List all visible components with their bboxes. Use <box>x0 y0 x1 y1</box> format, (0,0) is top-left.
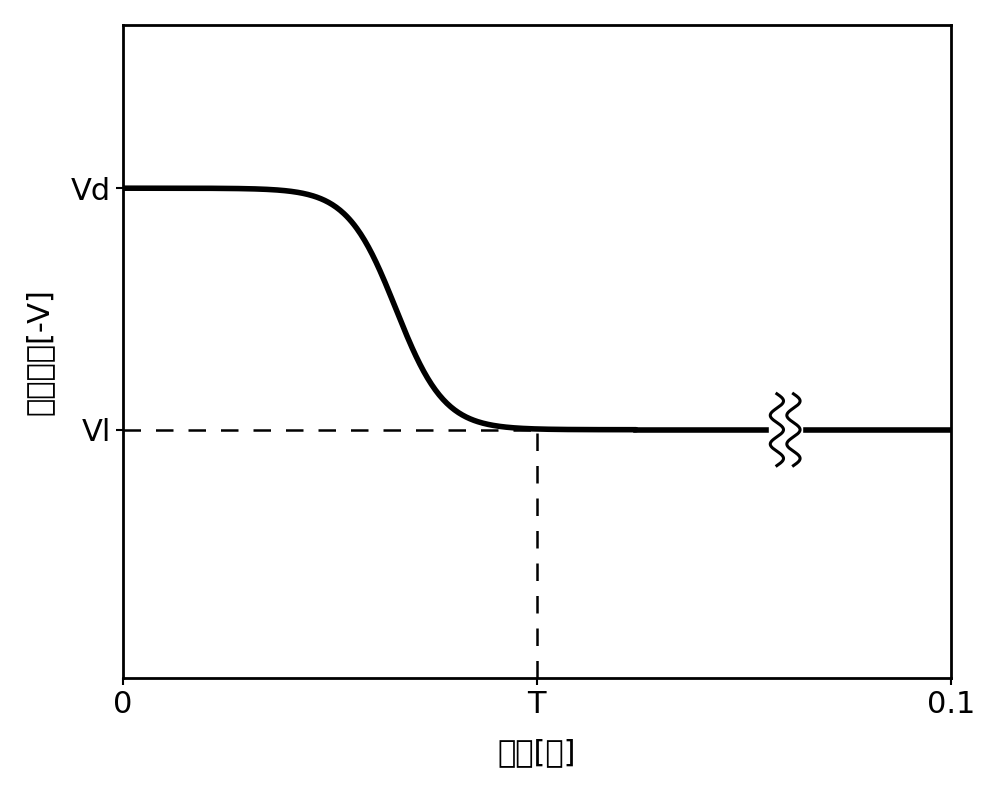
X-axis label: 时间[秒]: 时间[秒] <box>497 738 576 767</box>
Y-axis label: 表面电位[-V]: 表面电位[-V] <box>25 288 54 415</box>
